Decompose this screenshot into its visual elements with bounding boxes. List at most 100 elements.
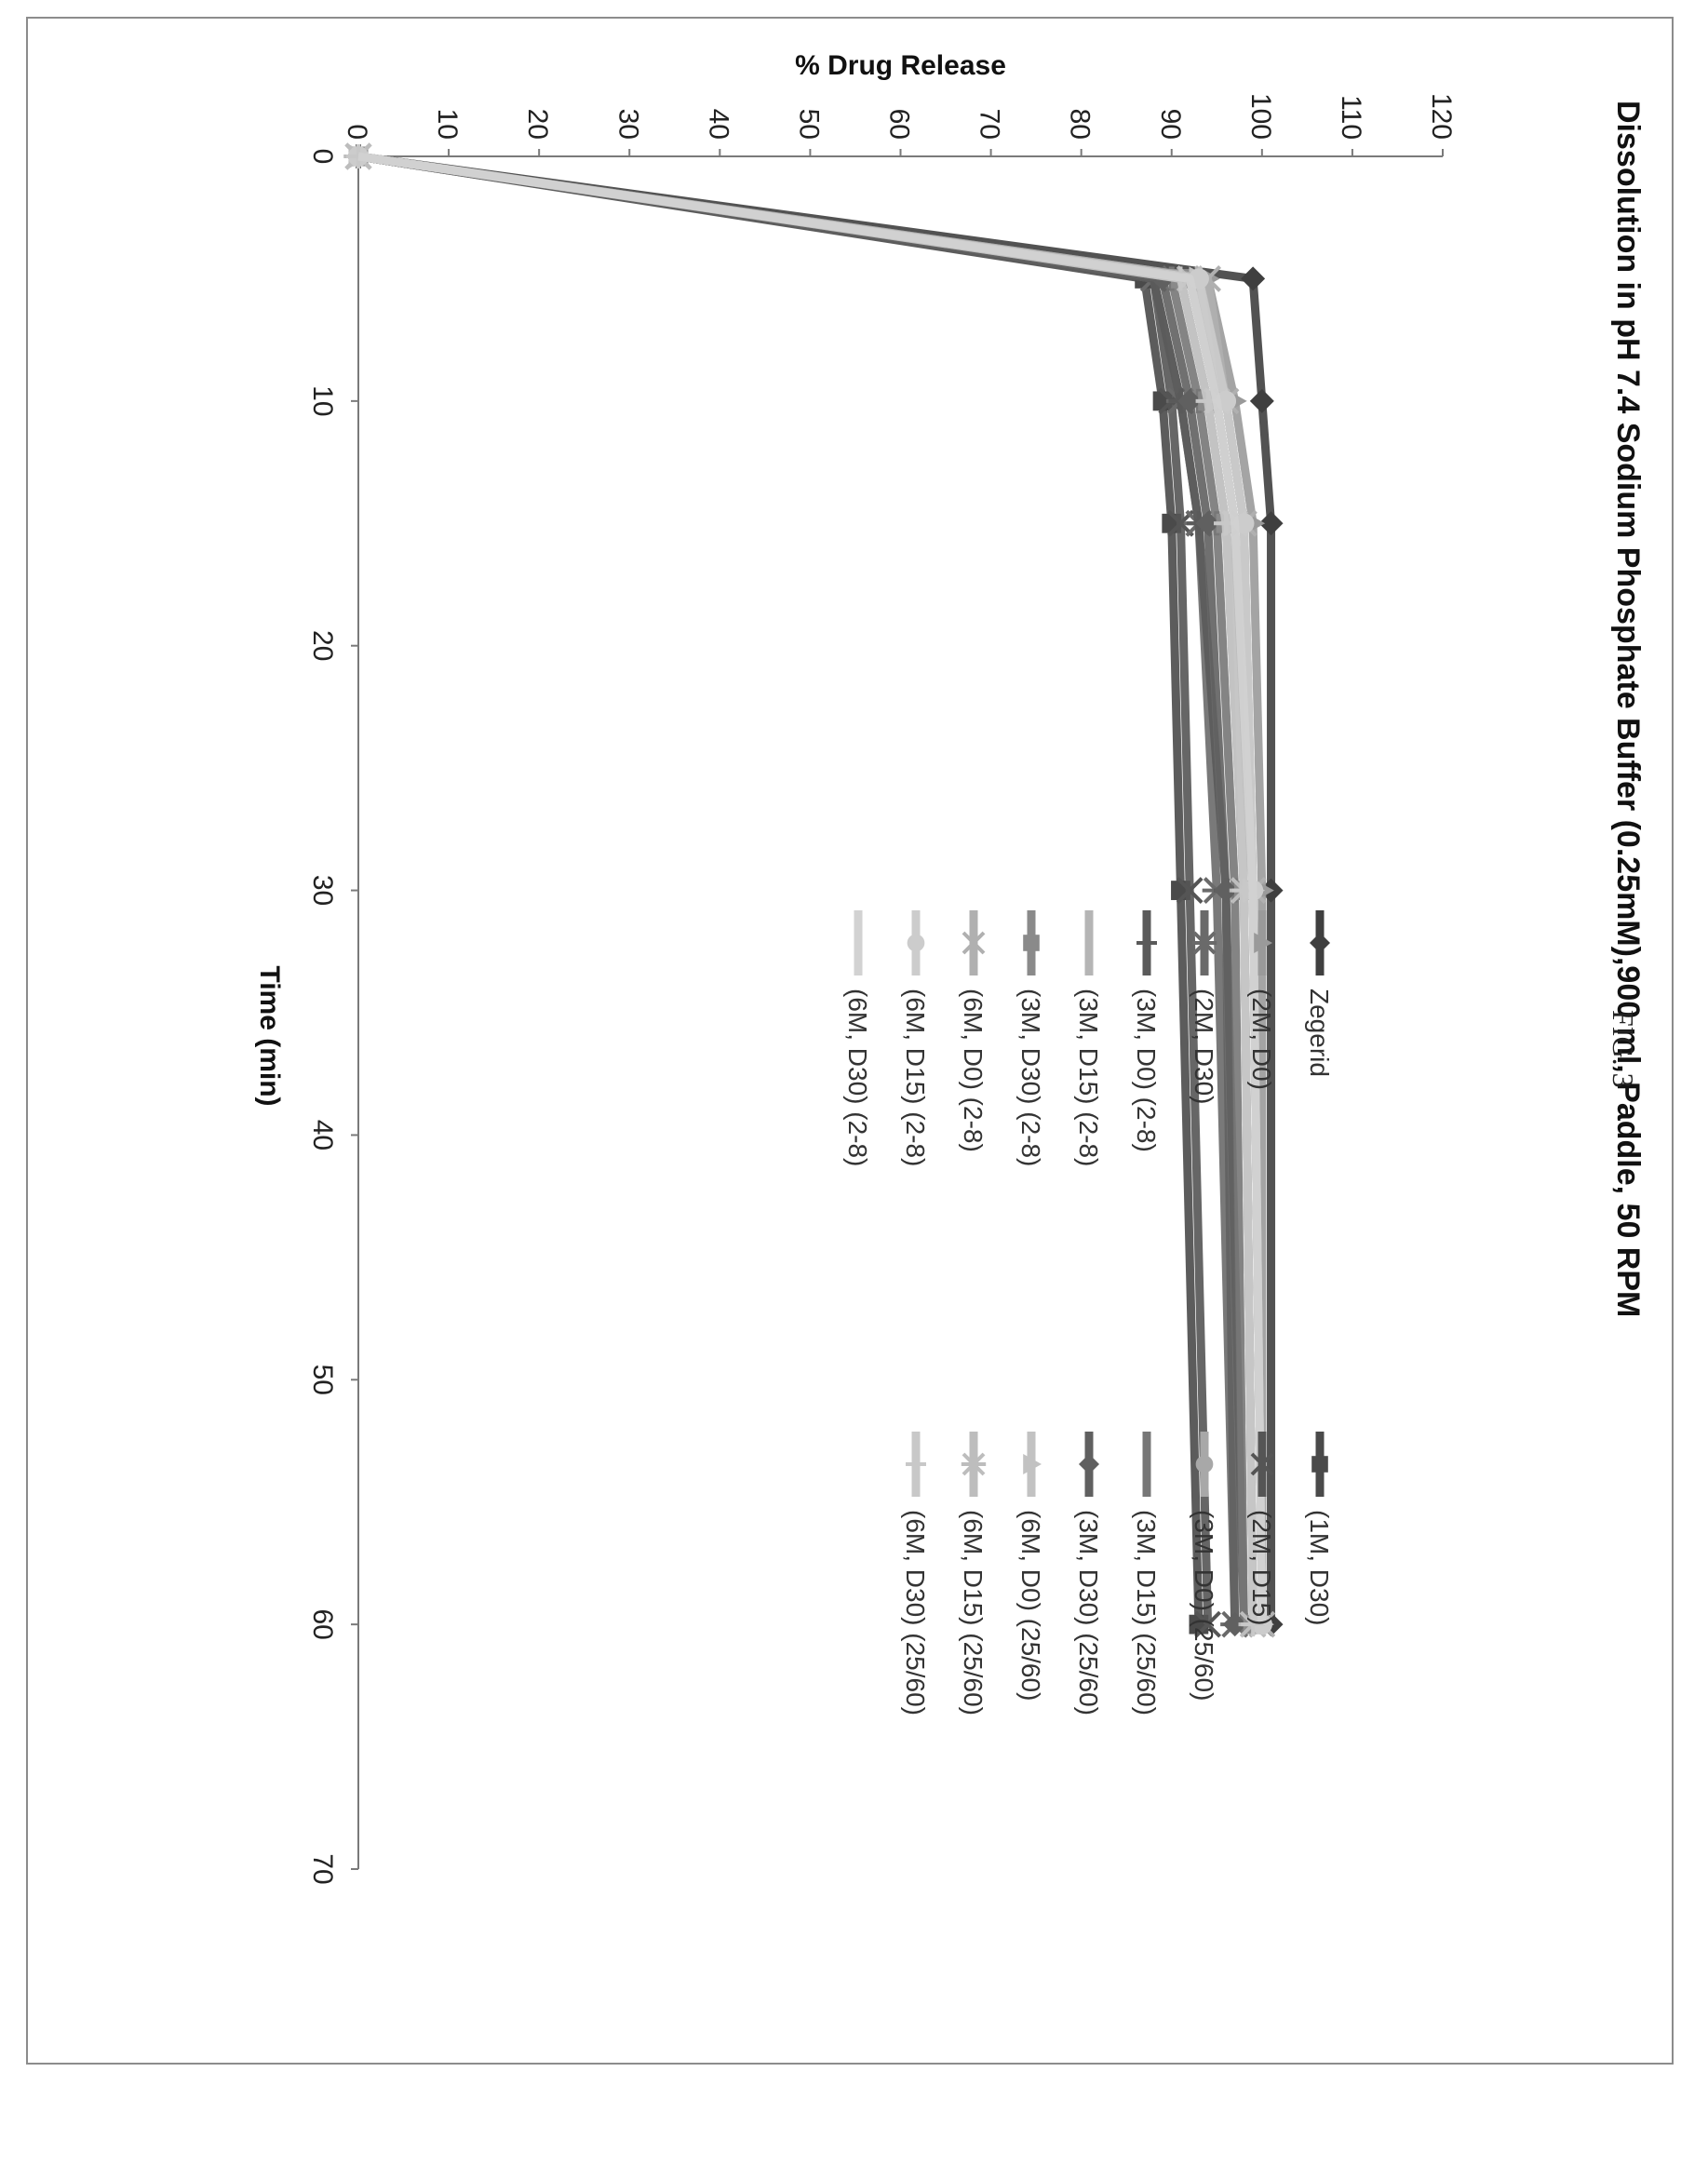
data-point <box>907 934 925 952</box>
legend-label: (1M, D30) <box>1305 1510 1334 1625</box>
legend-label: (3M, D30) (25/60) <box>1074 1510 1103 1715</box>
data-point <box>1079 1454 1099 1474</box>
legend-label: (2M, D0) <box>1247 989 1276 1090</box>
data-point <box>1241 266 1266 291</box>
y-tick-label: 100 <box>1245 93 1276 140</box>
data-point <box>1023 935 1040 951</box>
series-10 <box>346 144 1247 1637</box>
y-tick-label: 0 <box>342 124 372 140</box>
x-axis-label: Time (min) <box>254 965 285 1106</box>
series-16 <box>346 144 1266 1637</box>
data-point <box>1254 933 1272 953</box>
data-point <box>1214 878 1238 903</box>
x-tick-label: 40 <box>307 1120 338 1150</box>
legend-entry: (3M, D0) (2-8) <box>1132 910 1161 1152</box>
data-point <box>962 931 986 955</box>
legend-entry: (6M, D15) (25/60) <box>959 1432 988 1715</box>
legend-entry: (3M, D15) (2-8) <box>1074 910 1103 1166</box>
series-line <box>357 152 1267 1625</box>
series-line <box>357 152 1267 1625</box>
x-tick-label: 30 <box>307 875 338 906</box>
x-tick-label: 10 <box>307 385 338 416</box>
legend-entry: (3M, D30) (2-8) <box>1016 910 1045 1166</box>
series-line <box>357 152 1204 1625</box>
data-point <box>961 1452 987 1476</box>
chart-title: Dissolution in pH 7.4 Sodium Phosphate B… <box>1610 101 1646 1317</box>
series-layer <box>343 142 1284 1638</box>
legend-label: (6M, D0) (2-8) <box>959 989 988 1152</box>
x-tick-label: 0 <box>307 149 338 165</box>
series-line <box>357 152 1267 1625</box>
series-line <box>357 152 1267 1625</box>
series-line <box>357 152 1257 1625</box>
legend-entry: (6M, D0) (2-8) <box>959 910 988 1152</box>
series-line <box>357 152 1267 1625</box>
data-point <box>906 1454 926 1474</box>
legend-entry: (2M, D30) <box>1190 910 1218 1104</box>
legend-entry: (6M, D15) (2-8) <box>901 910 930 1166</box>
series-4 <box>344 142 1221 1638</box>
legend-label: (3M, D30) (2-8) <box>1016 989 1045 1166</box>
y-tick-label: 50 <box>793 109 824 140</box>
x-tick-label: 20 <box>307 630 338 661</box>
data-point <box>1194 1610 1221 1638</box>
legend-entry: (2M, D15) <box>1247 1432 1276 1625</box>
data-point <box>1249 388 1274 413</box>
series-5 <box>343 142 1250 1638</box>
legend-entry: (3M, D30) (25/60) <box>1074 1432 1103 1715</box>
y-tick-label: 60 <box>884 109 915 140</box>
series-14 <box>343 142 1268 1638</box>
legend-entry: (2M, D0) <box>1247 910 1276 1090</box>
legend-label: (6M, D30) (25/60) <box>901 1510 930 1715</box>
y-axis-label: % Drug Release <box>795 50 1006 81</box>
data-point <box>1311 1456 1328 1473</box>
dissolution-chart: 0 10 20 30 40 50 60 70 80 90 100 110 120 0 10 20 30 40 50 6… <box>254 50 1646 1885</box>
rotated-chart-container: 0 10 20 30 40 50 60 70 80 90 100 110 120 0 10 20 30 40 50 6… <box>37 17 1685 2065</box>
y-tick-label: 20 <box>522 109 553 140</box>
series-3 <box>348 144 1274 1637</box>
series-line <box>357 152 1248 1625</box>
legend-label: (6M, D30) (2-8) <box>843 989 872 1166</box>
series-1 <box>346 144 1284 1637</box>
series-line <box>357 152 1257 1625</box>
data-point <box>1136 933 1157 953</box>
x-tick-label: 70 <box>307 1853 338 1884</box>
legend-label: Zegerid <box>1305 989 1334 1077</box>
legend-entry: Zegerid <box>1305 910 1334 1077</box>
series-13 <box>344 142 1276 1638</box>
axes-layer: 0 10 20 30 40 50 60 70 80 90 100 110 120 0 10 20 30 40 50 6… <box>307 50 1457 1885</box>
data-point <box>1250 1452 1274 1476</box>
series-line <box>357 152 1276 1625</box>
data-point <box>1023 1454 1042 1474</box>
legend-label: (6M, D15) (2-8) <box>901 989 930 1166</box>
y-tick-label: 120 <box>1426 93 1457 140</box>
data-point <box>1310 933 1330 953</box>
legend-entry: (1M, D30) <box>1305 1432 1334 1625</box>
x-tick-label: 60 <box>307 1608 338 1639</box>
figure-caption: FIG. 3 <box>1607 1010 1640 1088</box>
series-line <box>357 152 1213 1625</box>
y-tick-label: 70 <box>975 109 1005 140</box>
legend-label: (6M, D0) (25/60) <box>1016 1510 1045 1701</box>
legend-label: (3M, D15) (25/60) <box>1132 1510 1161 1715</box>
y-tick-label: 110 <box>1336 95 1366 140</box>
data-point <box>1191 931 1217 955</box>
data-point <box>1176 877 1204 904</box>
legend-entry: (3M, D15) (25/60) <box>1132 1432 1161 1715</box>
series-7 <box>346 144 1257 1637</box>
legend-label: (3M, D0) (25/60) <box>1190 1510 1218 1701</box>
series-9 <box>357 152 1257 1625</box>
series-17 <box>357 152 1267 1625</box>
legend-entry: (6M, D30) (25/60) <box>901 1432 930 1715</box>
y-tick-label: 40 <box>703 109 733 140</box>
legend-entry: (6M, D0) (25/60) <box>1016 1432 1045 1701</box>
data-point <box>1144 1454 1150 1474</box>
legend-label: (3M, D15) (2-8) <box>1074 989 1103 1166</box>
y-tick-label: 90 <box>1155 109 1186 140</box>
legend-entry: (3M, D0) (25/60) <box>1190 1432 1218 1701</box>
legend: Zegerid (2M, D0) (2M, D30) (3M, D0) (2-8) (3… <box>843 910 1334 1715</box>
y-tick-label: 30 <box>612 109 643 140</box>
series-line <box>357 152 1267 1625</box>
series-2 <box>348 146 1209 1635</box>
series-8 <box>356 144 1248 1637</box>
